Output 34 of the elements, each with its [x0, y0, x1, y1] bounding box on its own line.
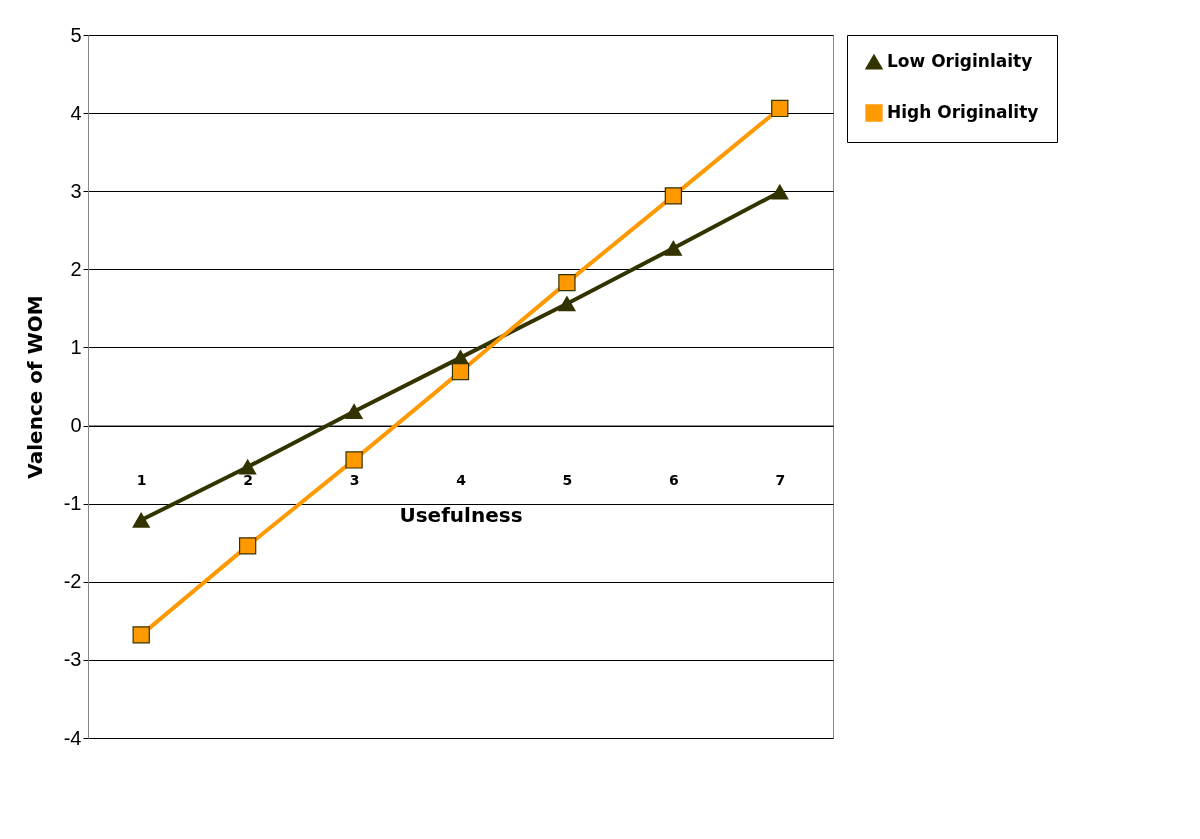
- x-tick-label: 6: [668, 472, 679, 489]
- point: [664, 187, 683, 205]
- y-tick-label: 3: [70, 179, 82, 202]
- x-tick-label: 5: [562, 472, 573, 489]
- point: [238, 459, 257, 475]
- point: [132, 626, 150, 644]
- x-tick-label: 3: [349, 472, 360, 489]
- y-axis-title: Valence of WOM: [22, 295, 47, 479]
- x-tick-label: 1: [136, 472, 147, 489]
- point: [238, 537, 257, 555]
- y-tick-label: 2: [70, 257, 82, 280]
- x-tick-label: 4: [456, 472, 467, 489]
- y-tick-label: 1: [70, 335, 82, 358]
- point: [771, 99, 789, 118]
- point: [132, 512, 150, 528]
- point: [451, 363, 470, 381]
- point: [345, 451, 363, 469]
- y-tick-label: -4: [63, 726, 82, 749]
- x-tick-label: 2: [243, 472, 254, 489]
- y-tick-label: 4: [70, 101, 82, 124]
- point: [345, 403, 363, 420]
- y-tick-label: -1: [63, 492, 82, 515]
- point: [771, 184, 789, 200]
- x-axis-title: Usefulness: [399, 503, 523, 528]
- legend-label: High Originality: [887, 102, 1039, 122]
- y-tick-label: 0: [70, 414, 82, 437]
- legend-label: Low Originlaity: [887, 51, 1033, 71]
- x-tick-label: 7: [775, 472, 786, 489]
- y-tick-label: -2: [63, 570, 82, 593]
- y-tick-label: -3: [63, 648, 82, 671]
- y-tick-label: 5: [70, 23, 82, 46]
- point: [558, 273, 576, 292]
- point: [664, 240, 683, 256]
- point: [558, 296, 576, 312]
